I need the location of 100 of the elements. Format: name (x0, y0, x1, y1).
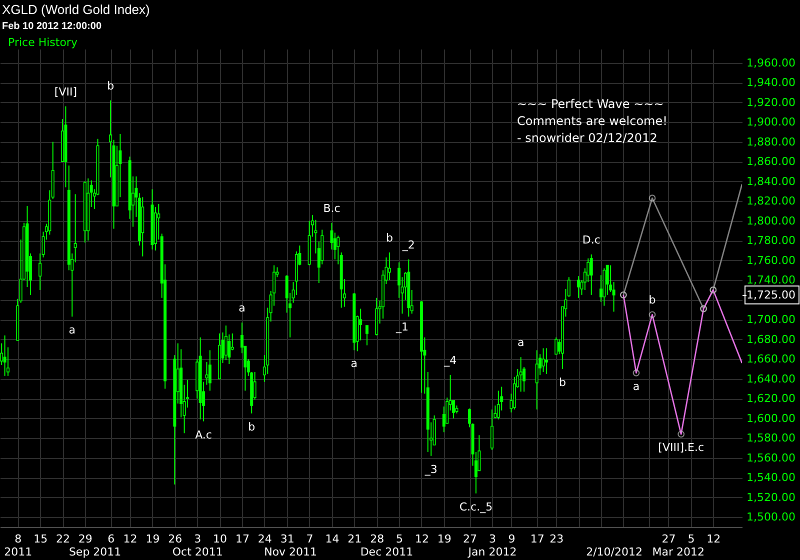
x-tick-label: 24 (258, 532, 272, 546)
x2-tick-label: 2011 (4, 546, 32, 558)
candlestick (554, 336, 558, 355)
annotation: ~~~ Perfect Wave ~~~ (517, 97, 664, 111)
annotation: a (68, 324, 76, 337)
x2-tick-label: Nov 2011 (264, 546, 318, 558)
annotation: [VII] (54, 85, 78, 98)
y-tick-label: 1,640.00 (746, 372, 796, 386)
x-tick-label: 23 (550, 532, 564, 546)
x-tick-label: 9 (508, 532, 516, 546)
y-tick-label: 1,725.00 (746, 288, 796, 302)
x-tick-label: 7 (306, 532, 314, 546)
y-tick-label: 1,840.00 (746, 174, 796, 188)
candlestick (535, 350, 538, 410)
x-tick-label: 6 (108, 532, 115, 546)
y-tick-label: 1,560.00 (746, 451, 796, 464)
annotation: b (248, 420, 256, 434)
candlestick (205, 362, 208, 386)
candlestick (519, 356, 522, 392)
x-tick-label: 26 (168, 532, 182, 546)
y-tick-label: 1,920.00 (746, 96, 796, 109)
x-tick-label: 12 (414, 532, 429, 546)
y-tick-label: 1,620.00 (746, 392, 796, 406)
y-tick-label: 1,960.00 (746, 56, 796, 70)
chart-title: XGLD (World Gold Index) (2, 2, 150, 17)
x-tick-label: 19 (437, 532, 452, 546)
candlestick (542, 348, 545, 372)
y-tick-label: 1,820.00 (746, 194, 796, 208)
candlestick (577, 276, 580, 298)
x-tick-label: 8 (14, 532, 22, 546)
candlestick (3, 334, 6, 376)
y-tick-label: 1,780.00 (746, 234, 796, 248)
x-tick-label: 31 (280, 532, 294, 546)
x-tick-label: 28 (370, 532, 384, 546)
candlestick (590, 254, 593, 296)
x2-tick-label: Mar 2012 (652, 546, 705, 558)
x-tick-label: 29 (78, 532, 92, 546)
x2-tick-label: Sep 2011 (68, 546, 122, 558)
y-tick-label: 1,660.00 (746, 352, 796, 366)
y-tick-label: 1,540.00 (746, 471, 796, 484)
x-tick-label: 12 (123, 532, 138, 546)
annotation: b (107, 79, 114, 92)
x-tick-label: 27 (662, 532, 676, 546)
chart-subtitle: Feb 10 2012 12:00:00 (2, 21, 102, 32)
candlestick (496, 390, 500, 420)
candlestick (544, 348, 548, 374)
annotation: - snowrider 02/12/2012 (517, 131, 658, 145)
text: Price History (8, 36, 78, 49)
x-tick-label: 17 (530, 532, 544, 546)
x-tick-label: 21 (348, 532, 362, 546)
y-tick-label: 1,860.00 (746, 155, 796, 168)
x-tick-label: 5 (396, 532, 404, 546)
x-tick-label: 5 (688, 532, 695, 546)
x-tick-label: 12 (706, 532, 721, 546)
y-tick-label: 1,680.00 (746, 332, 796, 346)
y-tick-label: 1,940.00 (746, 76, 796, 90)
x-tick-label: 10 (213, 532, 228, 546)
x-tick-label: 15 (34, 532, 48, 546)
x-tick-label: 27 (463, 532, 478, 546)
x-tick-label: 3 (194, 532, 202, 546)
y-tick-label: 1,760.00 (746, 254, 796, 267)
annotation: a (632, 380, 640, 393)
x-tick-label: 17 (235, 532, 250, 546)
y-tick-label: 1,700.00 (746, 313, 796, 326)
y-tick-label: 1,580.00 (746, 432, 796, 445)
annotation: Comments are welcome! (517, 114, 668, 128)
annotation: a (517, 336, 524, 350)
annotation: B.c (323, 202, 340, 215)
annotation: [VIII].E.c (658, 441, 704, 454)
y-tick-label: 1,600.00 (746, 412, 796, 425)
candlestick (224, 325, 228, 361)
x-tick-label: 3 (488, 532, 496, 546)
y-tick-label: 1,740.00 (746, 274, 796, 287)
annotation: _3 (424, 462, 438, 476)
y-tick-label: 1,800.00 (746, 214, 796, 228)
candlestick (208, 350, 212, 392)
annotation: C.c._5 (459, 500, 493, 514)
x2-tick-label: Dec 2011 (360, 546, 414, 558)
annotation: _2 (401, 238, 415, 252)
y-tick-label: 1,520.00 (746, 490, 796, 504)
candlestick (365, 325, 368, 346)
x-tick-label: 19 (146, 532, 160, 546)
x-tick-label: 14 (325, 532, 340, 546)
annotation: _1 (395, 320, 408, 334)
candlestick (359, 308, 362, 341)
annotation: b (559, 376, 566, 389)
annotation: D.c (582, 233, 600, 246)
annotation: A.c (195, 428, 212, 442)
annotation: b (386, 231, 393, 244)
candlestick (490, 408, 494, 450)
annotation: _4 (443, 354, 457, 367)
annotation: b (648, 294, 656, 307)
candlestick (388, 252, 391, 281)
y-tick-label: 1,500.00 (746, 510, 796, 524)
y-tick-label: 1,900.00 (746, 116, 796, 129)
x2-tick-label: Jan 2012 (467, 546, 517, 558)
y-tick-label: 1,880.00 (746, 135, 796, 148)
annotation: a (350, 357, 358, 370)
x2-tick-label: 2/10/2012 (586, 546, 642, 558)
x2-tick-label: Oct 2011 (172, 546, 223, 558)
